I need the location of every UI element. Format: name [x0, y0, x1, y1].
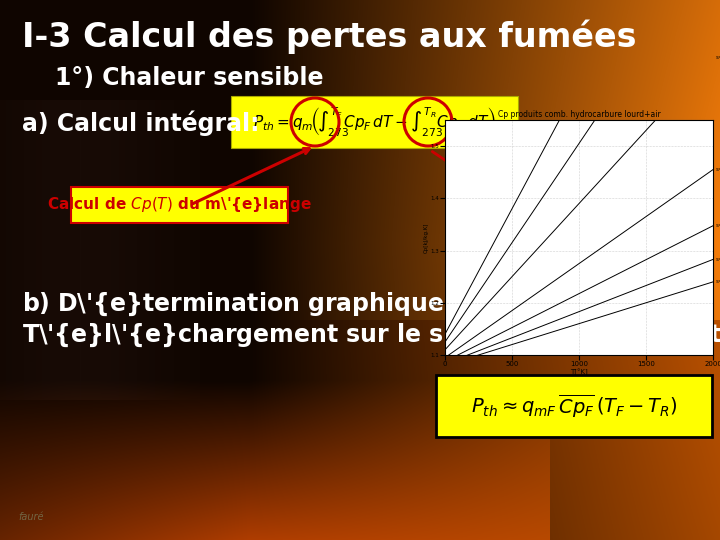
Text: fauré: fauré [18, 512, 43, 522]
Text: $P_{th} \approx q_{mF}\, \overline{Cp_F}\, (T_F - T_R)$: $P_{th} \approx q_{mF}\, \overline{Cp_F}… [471, 392, 678, 420]
Text: s=3: s=3 [716, 55, 720, 60]
Text: a) Calcul intégral:: a) Calcul intégral: [22, 110, 259, 136]
Text: T\'{e}l\'{e}chargement sur le site de l\textquoteleft IUT des $Cp$: T\'{e}l\'{e}chargement sur le site de l\… [22, 322, 720, 349]
Text: b) D\'{e}termination graphique de $\overline{Cp}$ moyen: b) D\'{e}termination graphique de $\over… [22, 287, 622, 319]
Y-axis label: Cp[kJ/kg.K]: Cp[kJ/kg.K] [423, 222, 428, 253]
Text: s=1: s=1 [716, 279, 720, 285]
Title: Cp produits comb. hydrocarbure lourd+air: Cp produits comb. hydrocarbure lourd+air [498, 110, 660, 119]
Text: s=2: s=2 [716, 167, 720, 172]
FancyBboxPatch shape [71, 187, 288, 223]
FancyBboxPatch shape [231, 96, 518, 148]
FancyBboxPatch shape [436, 375, 712, 437]
Text: $P_{th} = q_m \!\left(\! \int_{273}^{T_F}\!\! Cp_F\, dT - \int_{273}^{T_R}\!\! C: $P_{th} = q_m \!\left(\! \int_{273}^{T_F… [253, 105, 496, 139]
Text: I-3 Calcul des pertes aux fumées: I-3 Calcul des pertes aux fumées [22, 20, 636, 55]
X-axis label: T[°K]: T[°K] [570, 369, 588, 376]
Text: s=1.5: s=1.5 [716, 223, 720, 228]
Text: s=1.2: s=1.2 [716, 257, 720, 262]
Text: 1°) Chaleur sensible: 1°) Chaleur sensible [55, 66, 323, 90]
Text: Calcul de $\mathit{Cp}(T)$ du m\'{e}lange: Calcul de $\mathit{Cp}(T)$ du m\'{e}lang… [47, 195, 312, 214]
FancyBboxPatch shape [445, 120, 713, 355]
